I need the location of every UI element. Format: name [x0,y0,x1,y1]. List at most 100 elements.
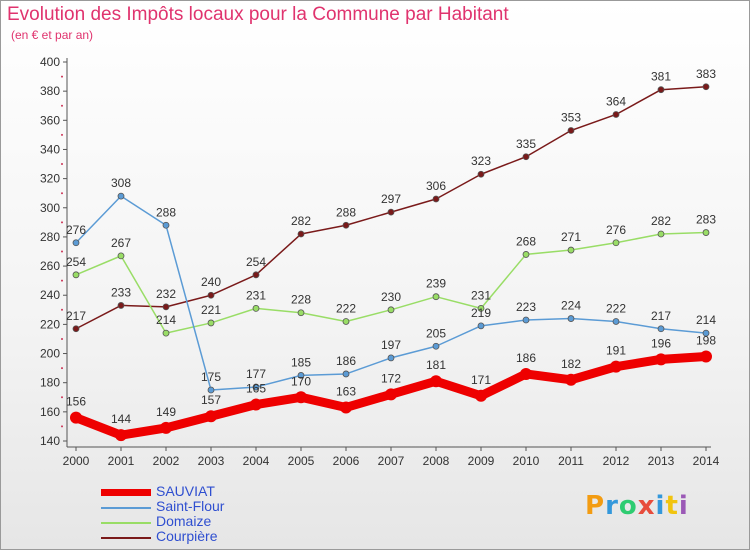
y-minor-dot [61,104,63,107]
data-label: 170 [291,374,311,388]
data-point [342,318,350,325]
data-label: 232 [156,287,176,301]
data-point [612,318,620,325]
y-minor-dot [61,279,63,282]
data-point [657,325,665,333]
data-label: 181 [426,358,446,372]
data-label: 288 [156,205,176,219]
proxiti-logo: Proxiti [585,491,689,521]
y-minor-dot [61,250,63,253]
data-label: 231 [246,288,266,302]
data-label: 171 [471,373,491,387]
data-point [297,309,305,317]
legend-label-domaize: Domaize [156,513,212,529]
data-point [162,303,170,311]
y-tick-label: 260 [40,259,60,273]
data-label: 271 [561,230,581,244]
data-label: 186 [516,351,536,365]
legend-label-courpiere: Courpière [156,528,218,544]
logo-letter: i [678,491,689,521]
data-label: 276 [66,223,86,237]
data-point [430,375,442,388]
y-tick-label: 360 [40,113,60,127]
data-point [385,388,397,401]
data-label: 175 [201,370,221,384]
x-tick-label: 2008 [423,454,450,468]
data-point [72,239,80,247]
y-tick-label: 340 [40,142,60,156]
data-point [342,221,350,229]
data-label: 197 [381,338,401,352]
data-label: 186 [336,354,356,368]
logo-letter: i [655,491,666,521]
data-point [162,221,170,229]
chart-title: Evolution des Impôts locaux pour la Comm… [7,4,509,25]
data-point [207,319,215,327]
data-label: 276 [606,223,626,237]
data-point [117,252,125,260]
data-label: 185 [291,355,311,369]
data-point [565,373,577,386]
data-point [612,239,620,247]
y-minor-dot [61,192,63,195]
data-point [432,195,440,203]
data-point [567,246,575,254]
data-label: 217 [651,309,671,323]
legend-label-sauviat: SAUVIAT [156,483,215,499]
data-label: 219 [471,306,491,320]
y-minor-dot [61,396,63,399]
data-label: 353 [561,111,581,125]
data-point [477,170,485,178]
data-label: 323 [471,154,491,168]
data-label: 172 [381,371,401,385]
x-tick-label: 2006 [333,454,360,468]
y-tick-label: 240 [40,288,60,302]
data-label: 144 [111,412,131,426]
data-label: 282 [651,214,671,228]
data-label: 156 [66,395,86,409]
y-tick-label: 200 [40,347,60,361]
data-point [612,111,620,118]
y-tick-label: 180 [40,376,60,390]
data-label: 239 [426,277,446,291]
data-label: 228 [291,293,311,307]
data-label: 254 [66,255,86,269]
x-tick-label: 2001 [108,454,135,468]
data-point [522,316,530,324]
data-label: 306 [426,179,446,193]
data-label: 198 [696,333,716,347]
data-point [520,367,532,380]
x-tick-label: 2007 [378,454,405,468]
data-point [70,411,82,424]
data-point [297,230,305,238]
y-minor-dot [61,337,63,340]
data-label: 214 [156,313,176,327]
chart-subtitle: (en € et par an) [11,28,94,42]
legend-label-saint-flour: Saint-Flour [156,498,225,514]
x-tick-label: 2000 [63,454,90,468]
data-label: 182 [561,357,581,371]
data-label: 288 [336,205,356,219]
data-point [702,83,710,91]
y-minor-dot [61,367,63,370]
data-label: 222 [606,301,626,315]
data-point [117,302,125,309]
data-point [522,153,530,161]
x-tick-label: 2014 [693,454,720,468]
data-label: 230 [381,290,401,304]
x-tick-label: 2002 [153,454,180,468]
data-label: 254 [246,255,266,269]
data-label: 282 [291,214,311,228]
logo-letter: o [618,491,638,521]
data-point [340,401,352,414]
x-tick-label: 2004 [243,454,270,468]
y-tick-label: 140 [40,434,60,448]
legend-swatch-sauviat [101,489,151,496]
y-tick-label: 160 [40,405,60,419]
data-label: 196 [651,336,671,350]
data-point [655,353,667,366]
data-point [657,230,665,238]
data-point [162,329,170,337]
data-label: 149 [156,405,176,419]
